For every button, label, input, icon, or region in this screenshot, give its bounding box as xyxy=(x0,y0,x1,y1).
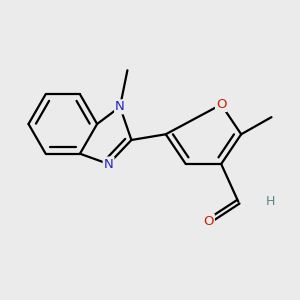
Text: O: O xyxy=(216,98,226,111)
Text: N: N xyxy=(115,100,125,113)
Text: H: H xyxy=(266,195,275,208)
Text: N: N xyxy=(104,158,113,170)
Text: O: O xyxy=(203,215,214,228)
